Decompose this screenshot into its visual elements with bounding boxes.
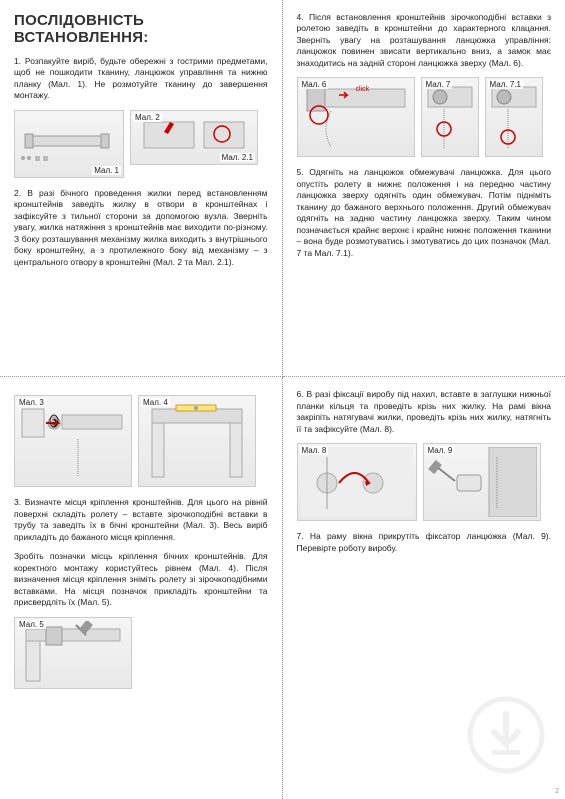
step-4-text: 4. Після встановлення кронштейнів зірочк…	[297, 12, 552, 69]
step-1-text: 1. Розпакуйте виріб, будьте обережні з г…	[14, 56, 268, 102]
section-6-7: 6. В разі фіксації виробу під нахил, вст…	[283, 377, 565, 799]
step-7-text: 7. На раму вікна прикрутіть фіксатор лан…	[297, 531, 552, 554]
figure-3: 2 Мал. 3	[14, 395, 132, 487]
fig-5-label: Мал. 5	[17, 620, 46, 629]
step-3b-text: Зробіть позначки місць кріплення бічних …	[14, 551, 268, 608]
step-5-text: 5. Одягніть на ланцюжок обмежувачі ланцю…	[297, 167, 552, 259]
fig-row-8-9: Мал. 8 Мал. 9	[297, 443, 552, 521]
step-2-text: 2. В разі бічного проведення жилки перед…	[14, 188, 268, 268]
figure-7: Мал. 7	[421, 77, 479, 157]
fig-6-label: Мал. 6	[300, 80, 329, 89]
page-title: ПОСЛІДОВНІСТЬ ВСТАНОВЛЕННЯ:	[14, 12, 268, 46]
figure-7-1: Мал. 7.1	[485, 77, 543, 157]
figure-6: click Мал. 6	[297, 77, 415, 157]
figure-5: Мал. 5	[14, 617, 132, 689]
fig-row-5: Мал. 5	[14, 617, 268, 689]
section-3: 2 Мал. 3 Мал. 4 3. Визначте місця кріпле…	[0, 377, 283, 799]
fig-2-label: Мал. 2	[133, 113, 162, 122]
figure-1: Мал. 1	[14, 110, 124, 178]
figure-8: Мал. 8	[297, 443, 417, 521]
svg-text:2: 2	[52, 418, 57, 427]
section-4-5: 4. Після встановлення кронштейнів зірочк…	[283, 0, 565, 377]
fig-row-3-4: 2 Мал. 3 Мал. 4	[14, 395, 268, 487]
figure-9: Мал. 9	[423, 443, 541, 521]
fig-4-label: Мал. 4	[141, 398, 170, 407]
fig-8-label: Мал. 8	[300, 446, 329, 455]
fig-21-label: Мал. 2.1	[220, 153, 255, 162]
figure-4: Мал. 4	[138, 395, 256, 487]
fig-row-1: Мал. 1 Мал. 2 Мал. 2.1	[14, 110, 268, 178]
fig-3-label: Мал. 3	[17, 398, 46, 407]
section-1-2: ПОСЛІДОВНІСТЬ ВСТАНОВЛЕННЯ: 1. Розпакуйт…	[0, 0, 283, 377]
fig-1-label: Мал. 1	[92, 166, 121, 175]
step-6-text: 6. В разі фіксації виробу під нахил, вст…	[297, 389, 552, 435]
click-label: click	[356, 86, 370, 93]
fig-9-label: Мал. 9	[426, 446, 455, 455]
step-3a-text: 3. Визначте місця кріплення кронштейнів.…	[14, 497, 268, 543]
watermark-icon	[467, 696, 545, 779]
page-number: 2	[555, 788, 559, 795]
fig-row-6-7: click Мал. 6 Мал. 7 Мал.	[297, 77, 552, 157]
fig-7-label: Мал. 7	[424, 80, 453, 89]
figure-2: Мал. 2 Мал. 2.1	[130, 110, 258, 165]
fig-71-label: Мал. 7.1	[488, 80, 523, 89]
